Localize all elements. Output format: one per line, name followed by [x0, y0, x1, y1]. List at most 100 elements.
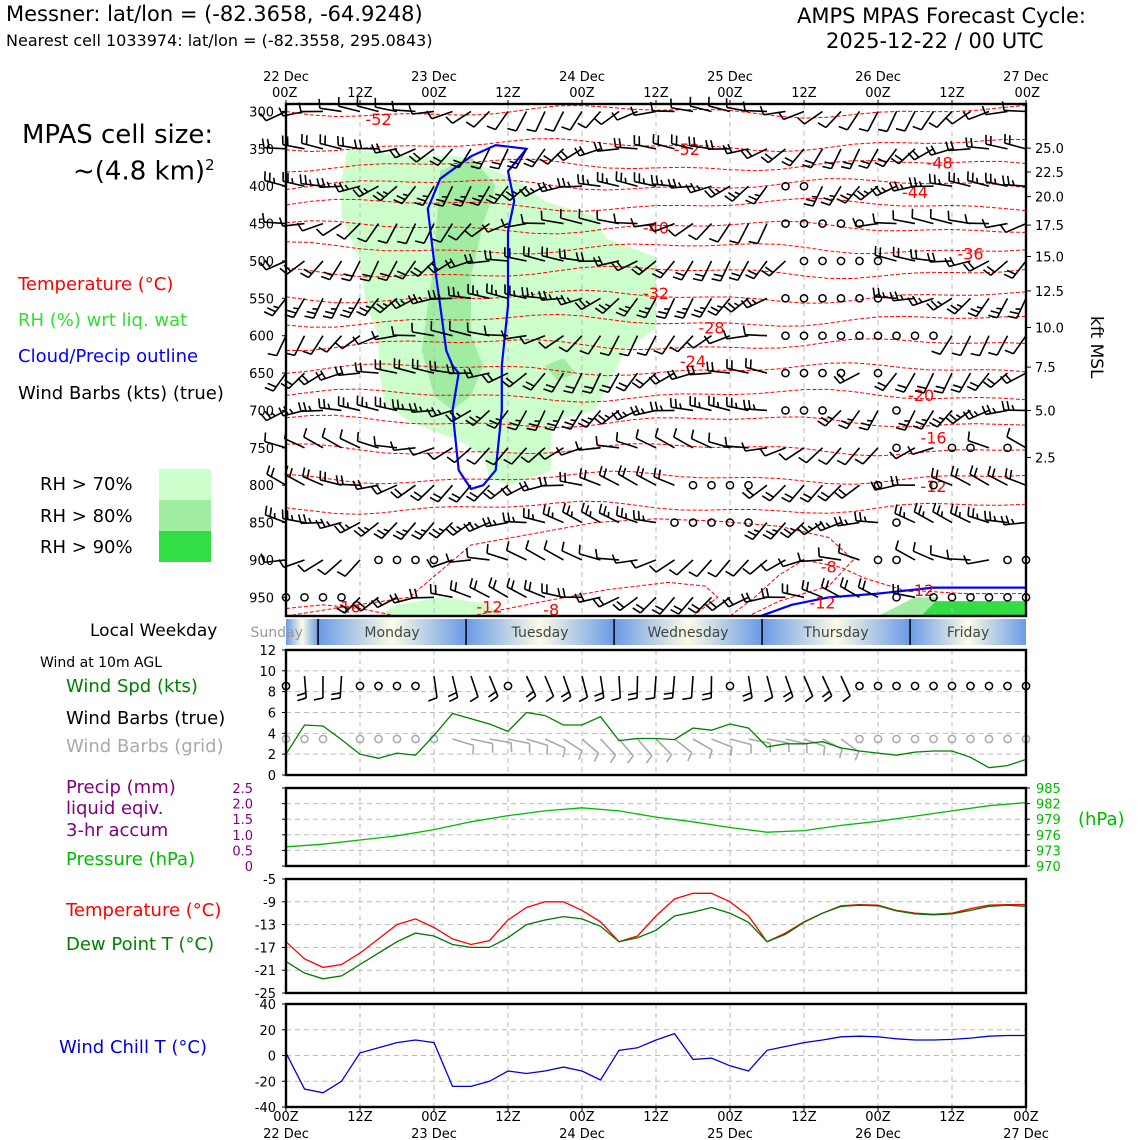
wind-barb: [761, 260, 787, 277]
wind-barb: [690, 429, 712, 449]
temperature-contour: [286, 197, 1026, 212]
wind-barb: [483, 250, 509, 262]
wind-barb: [740, 148, 768, 160]
weekday-label-monday: Monday: [364, 625, 419, 641]
wind-barb: [393, 260, 417, 280]
wind-barb: [596, 210, 620, 225]
wind-barb: [520, 213, 546, 225]
wind-barb: [779, 521, 805, 539]
rh80-region-small: [545, 358, 576, 381]
temp-panel-tick-label: -17: [255, 941, 276, 956]
wind-barb-10m-grid: [599, 738, 617, 764]
wind-barb: [525, 540, 546, 561]
wind-barb: [452, 185, 472, 207]
precip-tick-label: 2.5: [232, 782, 253, 797]
calm-10m-circle: [947, 681, 957, 691]
wind-barb: [579, 335, 602, 355]
wind-barb: [574, 441, 601, 451]
top-hour-label: 12Z: [939, 86, 965, 101]
wind-barb: [686, 365, 712, 376]
wind-barb: [557, 587, 583, 599]
calm-wind-circle: [836, 331, 846, 341]
wind-barb: [708, 223, 731, 243]
wind-barb: [744, 522, 768, 541]
wind-panel-tick-label: 8: [268, 686, 276, 701]
weekday-cell: [466, 619, 615, 645]
wind-barb: [966, 171, 990, 187]
bottom-hour-label: 12Z: [347, 1110, 373, 1125]
wind-barb: [301, 467, 324, 486]
wind-barb-10m-grid: [674, 738, 693, 762]
bottom-hour-label: 12Z: [495, 1110, 521, 1125]
calm-10m-grid-circle: [873, 734, 883, 744]
wind-barb: [485, 283, 509, 300]
wind-barb: [320, 260, 343, 281]
wind-barb: [544, 410, 565, 432]
wind-barb: [450, 148, 472, 169]
wind-barb: [264, 432, 287, 449]
wind-barb: [760, 148, 787, 164]
wind-barb: [654, 427, 675, 449]
legend-rh80-swatch: [159, 500, 211, 531]
legend-rh90-swatch: [159, 531, 211, 562]
wind-barb: [392, 522, 417, 541]
wind-barb: [670, 596, 694, 615]
top-hour-label: 12Z: [791, 86, 817, 101]
legend-rh80-label: RH > 80%: [40, 506, 133, 527]
wind-barb: [759, 447, 786, 457]
precip-label-1: Precip (mm): [66, 777, 176, 798]
temperature-contour: [286, 265, 1026, 280]
wind-barb-10m-true: [578, 675, 589, 703]
precip-label-3: 3-hr accum: [66, 820, 169, 841]
calm-wind-circle: [744, 480, 753, 490]
calm-wind-circle: [688, 480, 698, 490]
pressure-tick-label: 979: [1036, 813, 1061, 828]
wind-barb: [688, 223, 713, 241]
weekday-label-friday: Friday: [947, 625, 989, 641]
wind-panel-frame: [284, 648, 1028, 777]
calm-wind-circle: [781, 219, 790, 228]
calm-wind-circle: [836, 219, 846, 228]
legend-temperature: Temperature (°C): [18, 274, 174, 295]
wind-barb-10m-true: [645, 675, 657, 701]
wind-barb: [373, 522, 398, 540]
wind-barb: [950, 465, 971, 486]
calm-wind-circle: [781, 331, 790, 341]
wind-barb: [667, 222, 694, 237]
wind-barb: [337, 396, 361, 412]
calm-wind-circle: [892, 555, 901, 565]
wind-barb: [987, 465, 1008, 486]
calm-wind-circle: [966, 443, 975, 453]
wind-barb: [707, 297, 731, 316]
wind-barb: [896, 410, 916, 431]
wind-barb: [836, 447, 861, 466]
calm-wind-circle: [836, 293, 846, 303]
wind-barb: [593, 110, 620, 126]
wind-barb: [632, 509, 657, 524]
top-hour-label: 00Z: [717, 86, 743, 101]
wind-barb: [429, 484, 454, 503]
wind-barb: [946, 549, 971, 561]
wind-barb: [414, 185, 435, 207]
wind-barb: [467, 284, 490, 300]
wind-barb: [1001, 400, 1027, 412]
wind-barb: [372, 185, 398, 202]
wind-barb: [817, 484, 842, 502]
wind-barb: [629, 559, 657, 569]
wind-chill-label: Wind Chill T (°C): [59, 1037, 207, 1058]
calm-wind-circle: [929, 480, 938, 490]
temperature-contour-label: -48: [927, 153, 953, 172]
wind-barb: [411, 358, 435, 374]
calm-wind-circle: [929, 331, 938, 341]
pressure-panel-frame: [284, 786, 1028, 868]
wind-barb: [501, 185, 528, 202]
wind-barb: [411, 322, 435, 337]
wind-barb: [705, 139, 731, 150]
wind-barb: [506, 577, 527, 599]
wind-barb: [561, 541, 583, 561]
wind-barb: [928, 409, 953, 428]
height-kft-label: 12.5: [1035, 285, 1064, 300]
wind-barb: [446, 364, 472, 375]
wind-barb-10m-true: [682, 675, 694, 701]
weekday-label-wednesday: Wednesday: [648, 625, 729, 641]
